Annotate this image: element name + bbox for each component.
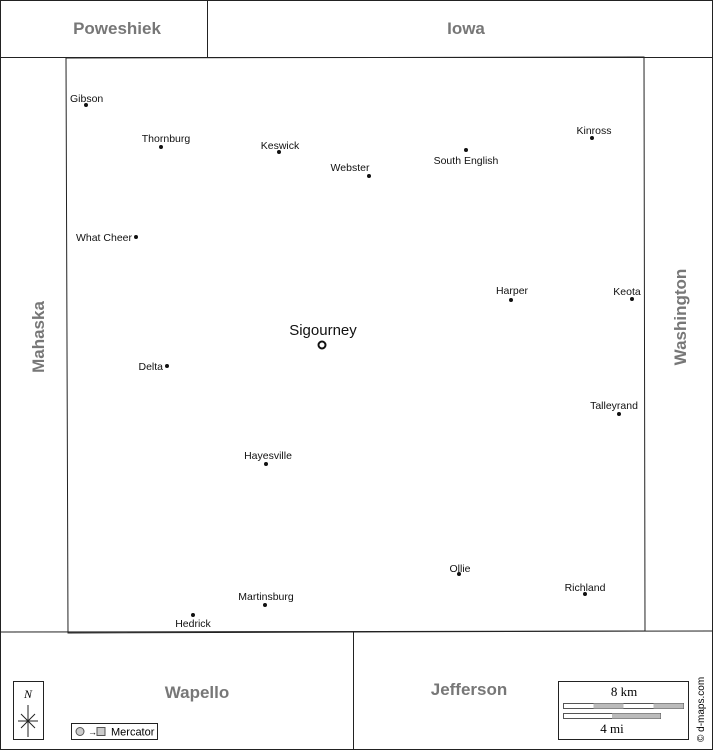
town-label: Kinross: [576, 125, 611, 137]
town-dot: [191, 613, 195, 617]
neighbor-label: Mahaska: [29, 301, 48, 373]
town-label: Thornburg: [142, 133, 191, 145]
towns: Gibson Thornburg Keswick Webster South Engli…: [70, 93, 641, 630]
town-label: Keota: [613, 286, 641, 298]
scale-label: 4 mi: [600, 721, 624, 736]
projection-icon: [96, 727, 106, 736]
neighbor-label: Wapello: [165, 683, 230, 702]
scale-bar: [653, 703, 684, 709]
town-dot: [84, 103, 88, 107]
border: [0, 630, 713, 633]
town-label: Delta: [138, 361, 163, 373]
town-dot: [630, 297, 634, 301]
scale-bar: [593, 703, 624, 709]
compass-box: [13, 681, 44, 740]
town-label: Talleyrand: [590, 400, 638, 412]
town-dot: [464, 148, 468, 152]
town-dot: [277, 150, 281, 154]
neighbor-label: Jefferson: [431, 680, 508, 699]
town-dot: [367, 174, 371, 178]
town-label: Harper: [496, 285, 529, 297]
neighbor-label: Poweshiek: [73, 19, 161, 38]
scale-box: [558, 681, 689, 740]
town-dot: [617, 412, 621, 416]
town-dot: [165, 364, 169, 368]
projection-icon: [75, 727, 85, 736]
county-seat-marker: [317, 340, 327, 350]
town-label: Hayesville: [244, 450, 292, 462]
town-label: Ollie: [449, 563, 470, 575]
projection-box: [71, 723, 158, 740]
neighbor-label: Iowa: [447, 19, 485, 38]
compass-label: N: [23, 687, 33, 701]
town-dot: [583, 592, 587, 596]
town-dot: [590, 136, 594, 140]
projection-label: Mercator: [111, 727, 155, 739]
town-label: Hedrick: [175, 618, 211, 630]
credit: © d-maps.com: [696, 677, 707, 742]
town-dot: [159, 145, 163, 149]
scale-bar: [612, 713, 661, 719]
neighbor-label: Washington: [671, 269, 690, 366]
town-label: Webster: [331, 162, 370, 174]
town-label: Keswick: [261, 140, 300, 152]
projection-arrow: →: [88, 727, 97, 737]
scale-label: 8 km: [611, 684, 637, 699]
town-dot: [509, 298, 513, 302]
town-label: Martinsburg: [238, 591, 294, 603]
town-dot: [457, 572, 461, 576]
town-label: Richland: [565, 582, 606, 594]
town-dot: [263, 603, 267, 607]
town-label: What Cheer: [76, 232, 133, 244]
town-label: South English: [434, 155, 499, 167]
town-dot: [134, 235, 138, 239]
compass-rose: [18, 705, 38, 737]
county-seat-label: Sigourney: [289, 322, 357, 339]
town-label: Gibson: [70, 93, 103, 105]
town-dot: [264, 462, 268, 466]
